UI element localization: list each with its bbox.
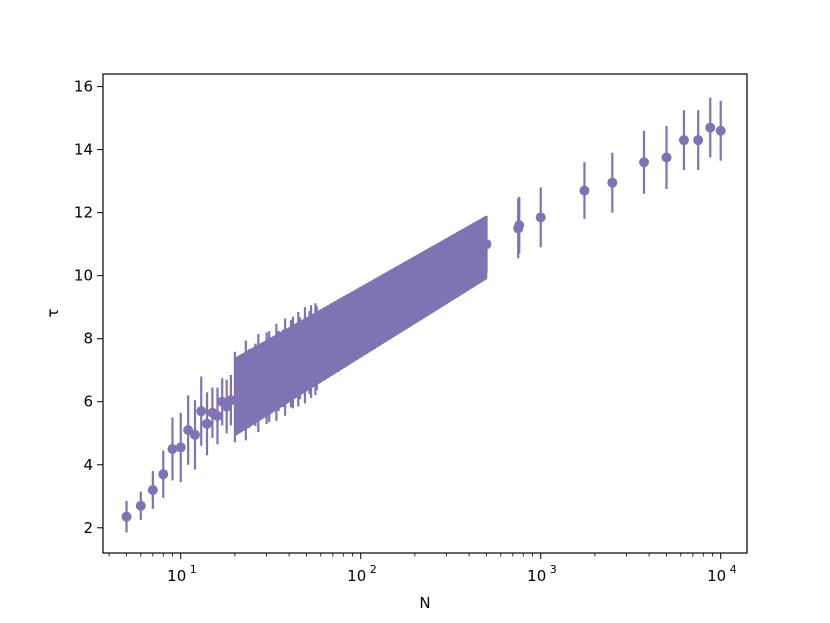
data-point	[147, 484, 158, 495]
x-tick-exponent: 3	[550, 563, 557, 576]
data-point	[693, 135, 704, 146]
data-point	[639, 157, 650, 168]
y-tick-label: 8	[83, 330, 93, 348]
y-tick-label: 14	[74, 141, 93, 159]
data-point	[678, 135, 689, 146]
data-point	[514, 220, 525, 231]
plot-area	[121, 97, 726, 533]
data-point	[481, 239, 492, 250]
data-point	[121, 511, 132, 522]
data-point	[705, 122, 716, 133]
y-tick-label: 2	[83, 519, 93, 537]
data-point	[212, 410, 223, 421]
data-point	[189, 429, 200, 440]
y-axis-label: τ	[44, 308, 62, 317]
dense-band-fill	[234, 215, 487, 437]
x-tick-label: 10	[527, 567, 546, 585]
data-point	[579, 185, 590, 196]
y-tick-label: 4	[83, 456, 93, 474]
data-point	[535, 212, 546, 223]
data-point	[225, 395, 236, 406]
data-point	[607, 177, 618, 188]
dense-errorbar-band	[233, 215, 488, 443]
data-point	[196, 406, 207, 417]
x-tick-label: 10	[707, 567, 726, 585]
x-tick-label: 10	[347, 567, 366, 585]
data-point	[715, 125, 726, 136]
data-point	[202, 418, 213, 429]
x-tick-exponent: 2	[370, 563, 377, 576]
y-tick-label: 12	[74, 204, 93, 222]
x-axis: 10 1 10 2 10 3 10 4	[108, 553, 737, 585]
y-tick-label: 6	[83, 393, 93, 411]
x-tick-exponent: 4	[730, 563, 737, 576]
x-axis-label: N	[419, 594, 430, 612]
data-point	[175, 442, 186, 453]
axes-frame	[102, 73, 748, 554]
data-point	[661, 152, 672, 163]
y-tick-label: 10	[74, 267, 93, 285]
y-tick-label: 16	[74, 78, 93, 96]
x-tick-label: 10	[167, 567, 186, 585]
y-axis: 2 4 6 8 10 12 14 16	[74, 78, 103, 537]
data-point	[135, 500, 146, 511]
x-tick-exponent: 1	[190, 563, 197, 576]
data-point	[158, 469, 169, 480]
data-point	[167, 444, 178, 455]
